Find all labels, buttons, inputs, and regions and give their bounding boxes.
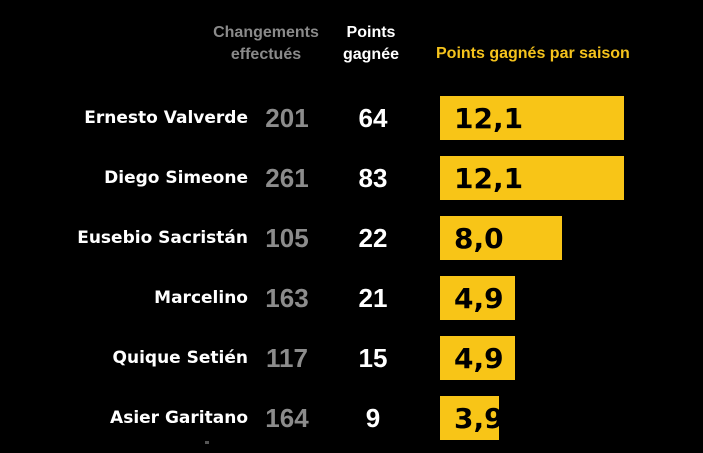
bar [440,216,562,260]
changes-value: 261 [265,163,309,193]
chart-row: Quique Setién 117 15 4,9 [0,334,703,382]
changes-value: 105 [265,223,309,253]
header-changes: Changements effectués [213,24,319,63]
category-label: Eusebio Sacristán [77,228,248,248]
bar-value-label: 12,1 [454,162,524,195]
points-value: 64 [358,103,388,133]
bar [440,276,515,320]
changes-value: 201 [265,103,309,133]
points-value: 83 [358,163,388,193]
changes-value: 117 [266,343,308,373]
chart-row: Marcelino 163 21 4,9 [0,274,703,322]
bar-value-label: 8,0 [454,222,504,255]
changes-value: 163 [265,283,309,313]
points-value: 21 [358,283,388,313]
bar-value-label: 3,9 [454,402,504,435]
header-points-per-season: Points gagnés par saison [436,45,630,62]
bar-value-label: 4,9 [454,342,504,375]
divider-mark [205,441,209,444]
points-value: 22 [358,223,388,253]
points-value: 15 [358,343,388,373]
bar [440,96,624,140]
category-label: Marcelino [154,288,248,308]
bar [440,396,499,440]
chart-row: Eusebio Sacristán 105 22 8,0 [0,214,703,262]
category-label: Asier Garitano [110,408,248,428]
chart-row: Diego Simeone 261 83 12,1 [0,154,703,202]
header-points: Points gagnée [342,24,399,63]
points-value: 9 [365,403,381,433]
chart-row: Ernesto Valverde 201 64 12,1 [0,94,703,142]
changes-value: 164 [265,403,309,433]
bar-value-label: 4,9 [454,282,504,315]
bar [440,156,624,200]
bar-value-label: 12,1 [454,102,524,135]
category-label: Quique Setién [112,348,248,368]
category-label: Ernesto Valverde [84,108,248,128]
bar [440,336,515,380]
chart-row: Asier Garitano 164 9 3,9 [0,394,703,442]
category-label: Diego Simeone [104,168,248,188]
